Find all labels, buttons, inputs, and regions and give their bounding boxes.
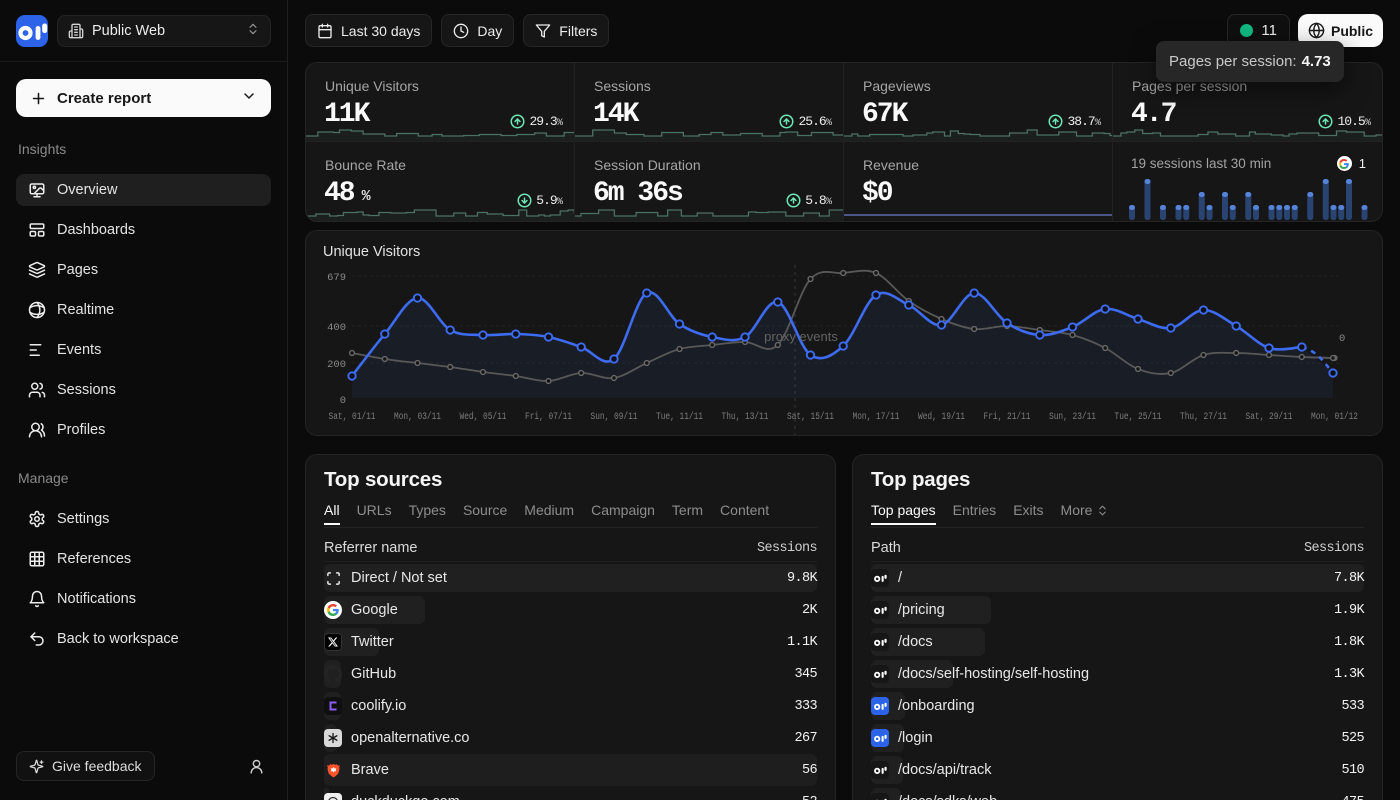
svg-text:Wed, 05/11: Wed, 05/11 bbox=[460, 411, 507, 423]
svg-text:proxy events: proxy events bbox=[764, 329, 838, 344]
svg-text:Sun, 23/11: Sun, 23/11 bbox=[1049, 411, 1096, 423]
svg-text:Mon, 01/12: Mon, 01/12 bbox=[1311, 411, 1358, 423]
svg-text:Thu, 27/11: Thu, 27/11 bbox=[1180, 411, 1227, 423]
svg-text:Sat, 01/11: Sat, 01/11 bbox=[329, 411, 376, 423]
svg-text:0: 0 bbox=[1339, 333, 1345, 345]
svg-text:Sun, 09/11: Sun, 09/11 bbox=[591, 411, 638, 423]
svg-text:Fri, 07/11: Fri, 07/11 bbox=[525, 411, 572, 423]
svg-text:Tue, 11/11: Tue, 11/11 bbox=[656, 411, 703, 423]
svg-text:Sat, 29/11: Sat, 29/11 bbox=[1246, 411, 1293, 423]
svg-text:0: 0 bbox=[340, 395, 346, 407]
svg-text:400: 400 bbox=[327, 322, 346, 334]
svg-text:Mon, 03/11: Mon, 03/11 bbox=[394, 411, 441, 423]
svg-text:679: 679 bbox=[327, 272, 346, 284]
svg-text:Mon, 17/11: Mon, 17/11 bbox=[853, 411, 900, 423]
svg-text:Fri, 21/11: Fri, 21/11 bbox=[984, 411, 1031, 423]
svg-text:Wed, 19/11: Wed, 19/11 bbox=[918, 411, 965, 423]
svg-text:200: 200 bbox=[327, 359, 346, 371]
svg-text:Thu, 13/11: Thu, 13/11 bbox=[722, 411, 769, 423]
svg-text:Sat, 15/11: Sat, 15/11 bbox=[787, 411, 834, 423]
svg-text:Tue, 25/11: Tue, 25/11 bbox=[1115, 411, 1162, 423]
